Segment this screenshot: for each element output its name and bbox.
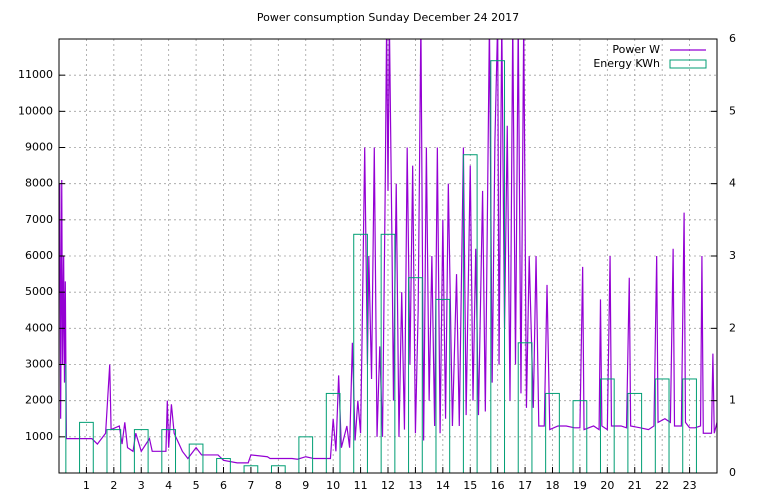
x-tick-label: 6: [220, 479, 227, 492]
x-tick-label: 14: [436, 479, 450, 492]
energy-bar: [133, 429, 149, 473]
x-tick-label: 1: [83, 479, 90, 492]
y-tick-label: 10000: [18, 104, 53, 117]
x-tick-label: 8: [275, 479, 282, 492]
x-tick-label: 19: [573, 479, 587, 492]
y-tick-label: 5000: [25, 285, 53, 298]
energy-bar: [435, 298, 451, 473]
x-tick-label: 18: [546, 479, 560, 492]
x-tick-label: 3: [138, 479, 145, 492]
y2-tick-label: 0: [729, 466, 736, 479]
energy-bar: [380, 233, 396, 473]
energy-bar: [106, 429, 122, 473]
y-tick-label: 7000: [25, 213, 53, 226]
y-tick-label: 1000: [25, 430, 53, 443]
x-tick-label: 22: [655, 479, 669, 492]
x-tick-label: 5: [193, 479, 200, 492]
x-tick-label: 21: [628, 479, 642, 492]
x-tick-label: 15: [463, 479, 477, 492]
y2-tick-label: 4: [729, 177, 736, 190]
y-tick-label: 11000: [18, 68, 53, 81]
x-tick-label: 13: [408, 479, 422, 492]
y-tick-label: 3000: [25, 358, 53, 371]
grid: [59, 39, 717, 473]
legend-label: Power W: [612, 43, 660, 56]
y2-tick-label: 2: [729, 321, 736, 334]
x-tick-label: 9: [302, 479, 309, 492]
x-tick-label: 12: [381, 479, 395, 492]
y-tick-label: 9000: [25, 141, 53, 154]
plot-area: [59, 39, 717, 473]
y2-tick-label: 5: [729, 104, 736, 117]
legend-swatch: [669, 59, 707, 69]
energy-bar: [654, 378, 670, 473]
energy-bar: [408, 277, 423, 473]
energy-bar: [353, 233, 368, 473]
x-tick-label: 16: [491, 479, 505, 492]
y2-tick-label: 1: [729, 394, 736, 407]
labels: 1000 2000 3000 4000 5000 6000 7000 8000 9000 1000…: [18, 32, 736, 492]
x-tick-label: 7: [247, 479, 254, 492]
y2-tick-label: 6: [729, 32, 736, 45]
y-tick-label: 8000: [25, 177, 53, 190]
y2-tick-label: 3: [729, 249, 736, 262]
x-tick-label: 4: [165, 479, 172, 492]
chart-title: Power consumption Sunday December 24 201…: [257, 11, 519, 24]
legend-label: Energy KWh: [593, 57, 660, 70]
x-tick-label: 20: [600, 479, 614, 492]
x-tick-label: 17: [518, 479, 532, 492]
x-tick-label: 11: [354, 479, 368, 492]
y-tick-label: 6000: [25, 249, 53, 262]
energy-bar: [682, 378, 697, 473]
energy-bar: [59, 364, 67, 473]
x-tick-label: 10: [326, 479, 340, 492]
x-tick-label: 2: [110, 479, 117, 492]
energy-bar: [161, 429, 177, 473]
energy-bar: [462, 154, 478, 473]
power-line: [59, 39, 717, 464]
energy-bar: [599, 378, 615, 473]
energy-bar: [188, 443, 204, 473]
energy-bar: [79, 421, 94, 473]
energy-bar: [298, 436, 314, 473]
y-tick-label: 2000: [25, 394, 53, 407]
y-tick-label: 4000: [25, 321, 53, 334]
x-tick-label: 23: [683, 479, 697, 492]
